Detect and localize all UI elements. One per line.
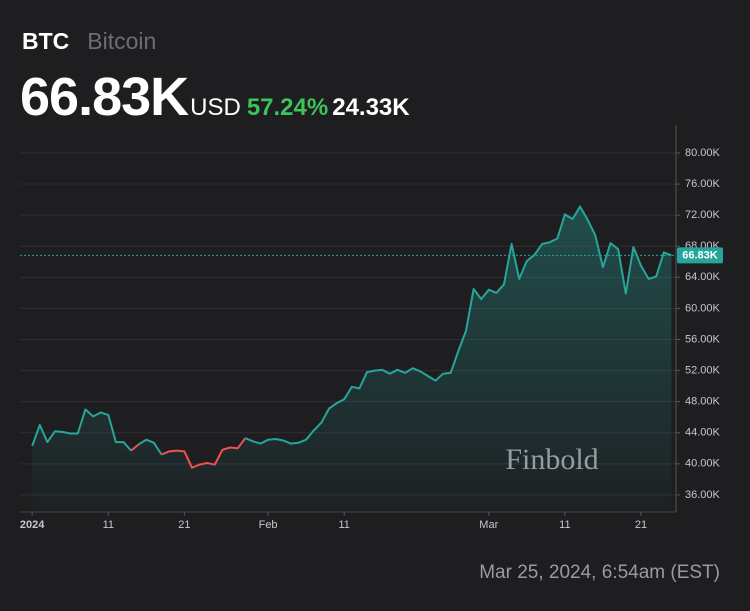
change: 24.33K (332, 94, 410, 121)
x-tick-label: 2024 (20, 519, 45, 531)
change-percent: 57.24% (246, 94, 329, 121)
symbol-row: BTC Bitcoin (22, 28, 156, 55)
current-price-box (677, 247, 723, 264)
y-tick-label: 36.00K (685, 489, 721, 501)
y-tick-label: 52.00K (685, 364, 721, 376)
price-area (32, 206, 672, 512)
y-tick-label: 76.00K (685, 178, 721, 190)
x-tick-label: Mar (479, 519, 498, 531)
y-tick-label: 44.00K (685, 427, 721, 439)
y-tick-label: 60.00K (685, 302, 721, 314)
price-line (138, 438, 163, 456)
symbol: BTC (22, 28, 70, 54)
x-tick-label: 11 (338, 519, 349, 531)
timestamp: Mar 25, 2024, 6:54am (EST) (479, 562, 720, 583)
y-tick-label: 40.00K (685, 458, 721, 470)
current-price-label: 66.83K (682, 250, 718, 262)
price-row: 66.83K USD 57.24% 24.33K (20, 66, 410, 128)
price: 66.83K (20, 67, 189, 127)
price-line (31, 408, 132, 452)
price-line (161, 437, 247, 469)
price-line (130, 443, 140, 452)
y-tick-label: 56.00K (685, 333, 721, 345)
y-tick-label: 48.00K (685, 396, 721, 408)
price-line (244, 205, 672, 445)
x-tick-label: Feb (259, 519, 278, 531)
x-tick-label: 11 (103, 519, 114, 531)
asset-name: Bitcoin (87, 28, 157, 54)
x-tick-label: 21 (178, 519, 190, 531)
currency: USD (190, 94, 241, 121)
y-tick-label: 80.00K (685, 147, 721, 159)
x-tick-label: 11 (559, 519, 570, 531)
y-tick-label: 72.00K (685, 209, 721, 221)
x-tick-label: 21 (635, 519, 647, 531)
y-tick-label: 64.00K (685, 271, 721, 283)
